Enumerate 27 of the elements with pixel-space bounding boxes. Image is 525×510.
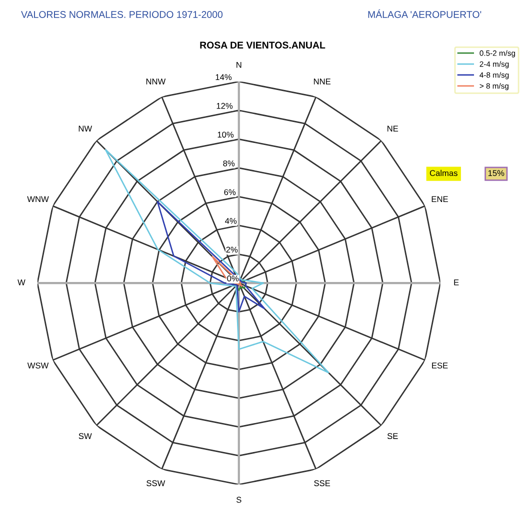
spoke-label: NNE <box>314 78 331 84</box>
y-tick-label: 4% <box>225 218 237 224</box>
spoke-label: WSW <box>27 362 49 368</box>
y-tick-label: 8% <box>223 160 235 166</box>
spoke-label: NNW <box>146 78 166 84</box>
spoke-label: N <box>236 62 242 68</box>
y-tick-label: 2% <box>226 246 238 253</box>
chart-title: ROSA DE VIENTOS.ANUAL <box>200 42 326 49</box>
spoke-label: SSE <box>314 480 330 486</box>
spoke-label: W <box>18 279 26 286</box>
spoke-label: SSW <box>146 480 166 486</box>
spoke-label: NW <box>78 126 92 132</box>
y-tick-label: 10% <box>218 132 234 138</box>
spoke-label: SW <box>78 433 92 440</box>
text: 15% <box>488 170 504 176</box>
text: VALORES NORMALES. PERIODO 1971-2000 MÁLAGA 'AEROPUERTO' <box>21 9 482 18</box>
spoke-label: E <box>454 279 459 286</box>
spoke-label: S <box>236 496 242 503</box>
spoke-label: ESE <box>432 362 448 368</box>
y-tick-label: 14% <box>216 74 232 80</box>
spoke-label: ENE <box>432 196 448 202</box>
y-tick-label: 12% <box>216 102 233 109</box>
spoke-label: NE <box>388 126 398 132</box>
text: Calmas <box>430 170 458 176</box>
y-tick-label: 6% <box>224 189 236 196</box>
spoke-label: WNW <box>27 196 49 202</box>
spoke-label: SE <box>387 433 398 440</box>
